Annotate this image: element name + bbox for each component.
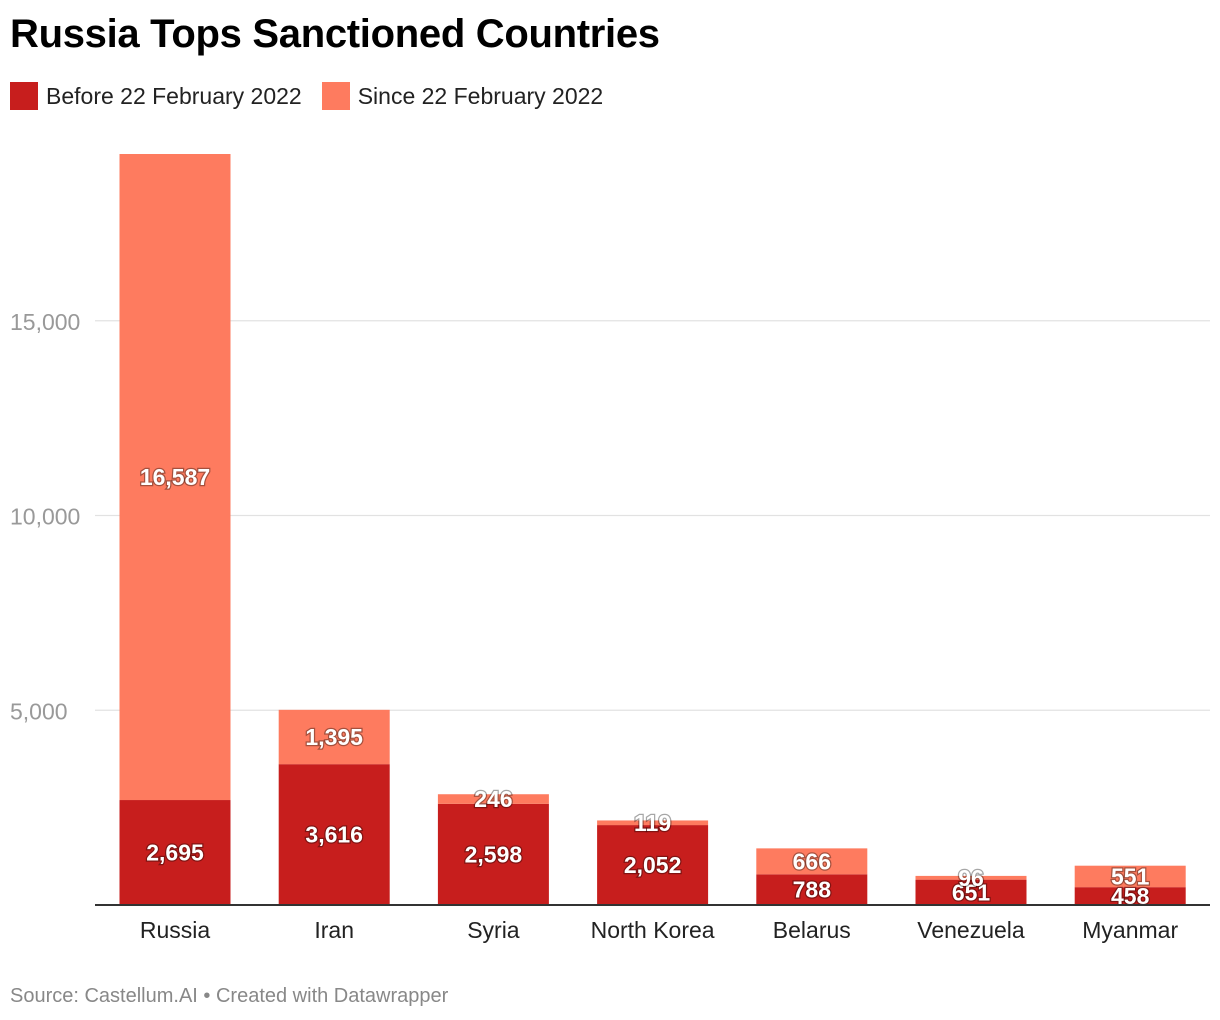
source-note: Source: Castellum.AI • Created with Data… [10, 985, 449, 1007]
bar-since-5 [915, 875, 1027, 880]
x-tick-label-3: North Korea [591, 917, 715, 943]
legend-item-since: Since 22 February 2022 [321, 82, 604, 110]
value-label-before-4: 788 [793, 877, 832, 903]
bar-before-2 [437, 803, 549, 905]
value-label-before-2: 2,598 [465, 841, 523, 867]
legend-swatch-before [10, 82, 38, 110]
value-label-since-5: 96 [958, 865, 984, 891]
bar-since-3 [597, 820, 709, 826]
value-label-before-1: 3,616 [305, 822, 363, 848]
value-label-since-3: 119 [634, 810, 671, 836]
bar-before-5 [915, 879, 1027, 905]
value-label-before-0: 2,695 [146, 840, 204, 866]
x-tick-label-4: Belarus [773, 917, 851, 943]
value-label-before-3: 2,052 [624, 852, 682, 878]
value-label-since-1: 1,395 [305, 724, 363, 750]
x-tick-label-1: Iran [314, 917, 354, 943]
bar-since-6 [1074, 865, 1186, 888]
y-tick-label-0: 5,000 [10, 698, 68, 724]
value-label-since-4: 666 [793, 848, 831, 874]
bar-since-2 [437, 794, 549, 804]
value-label-since-0: 16,587 [140, 464, 210, 490]
x-tick-label-5: Venezuela [917, 917, 1025, 943]
legend-item-before: Before 22 February 2022 [10, 82, 302, 110]
y-tick-label-2: 15,000 [10, 309, 80, 335]
legend-swatch-since [321, 82, 350, 110]
x-tick-label-6: Myanmar [1082, 917, 1178, 943]
stacked-bar-chart: 5,000 10,000 15,000 2,695 16,587 Russia 3,616 1… [10, 154, 1210, 943]
bar-before-6 [1074, 887, 1186, 905]
x-tick-label-2: Syria [467, 917, 520, 943]
bar-before-1 [278, 764, 390, 905]
x-tick-label-0: Russia [140, 917, 211, 943]
bar-since-4 [756, 848, 868, 875]
bar-before-3 [597, 825, 709, 905]
value-label-since-6: 551 [1111, 863, 1150, 889]
bar-before-0 [119, 800, 231, 905]
bar-since-1 [278, 709, 390, 765]
y-tick-label-1: 10,000 [10, 504, 80, 530]
chart-title: Russia Tops Sanctioned Countries [10, 12, 660, 56]
bar-before-4 [756, 874, 868, 905]
bar-since-0 [119, 154, 231, 801]
legend: Before 22 February 2022 Since 22 Februar… [10, 82, 623, 110]
value-label-since-2: 246 [474, 786, 512, 812]
legend-label-since: Since 22 February 2022 [357, 82, 604, 109]
value-label-before-5: 651 [952, 879, 991, 905]
legend-label-before: Before 22 February 2022 [46, 82, 302, 109]
